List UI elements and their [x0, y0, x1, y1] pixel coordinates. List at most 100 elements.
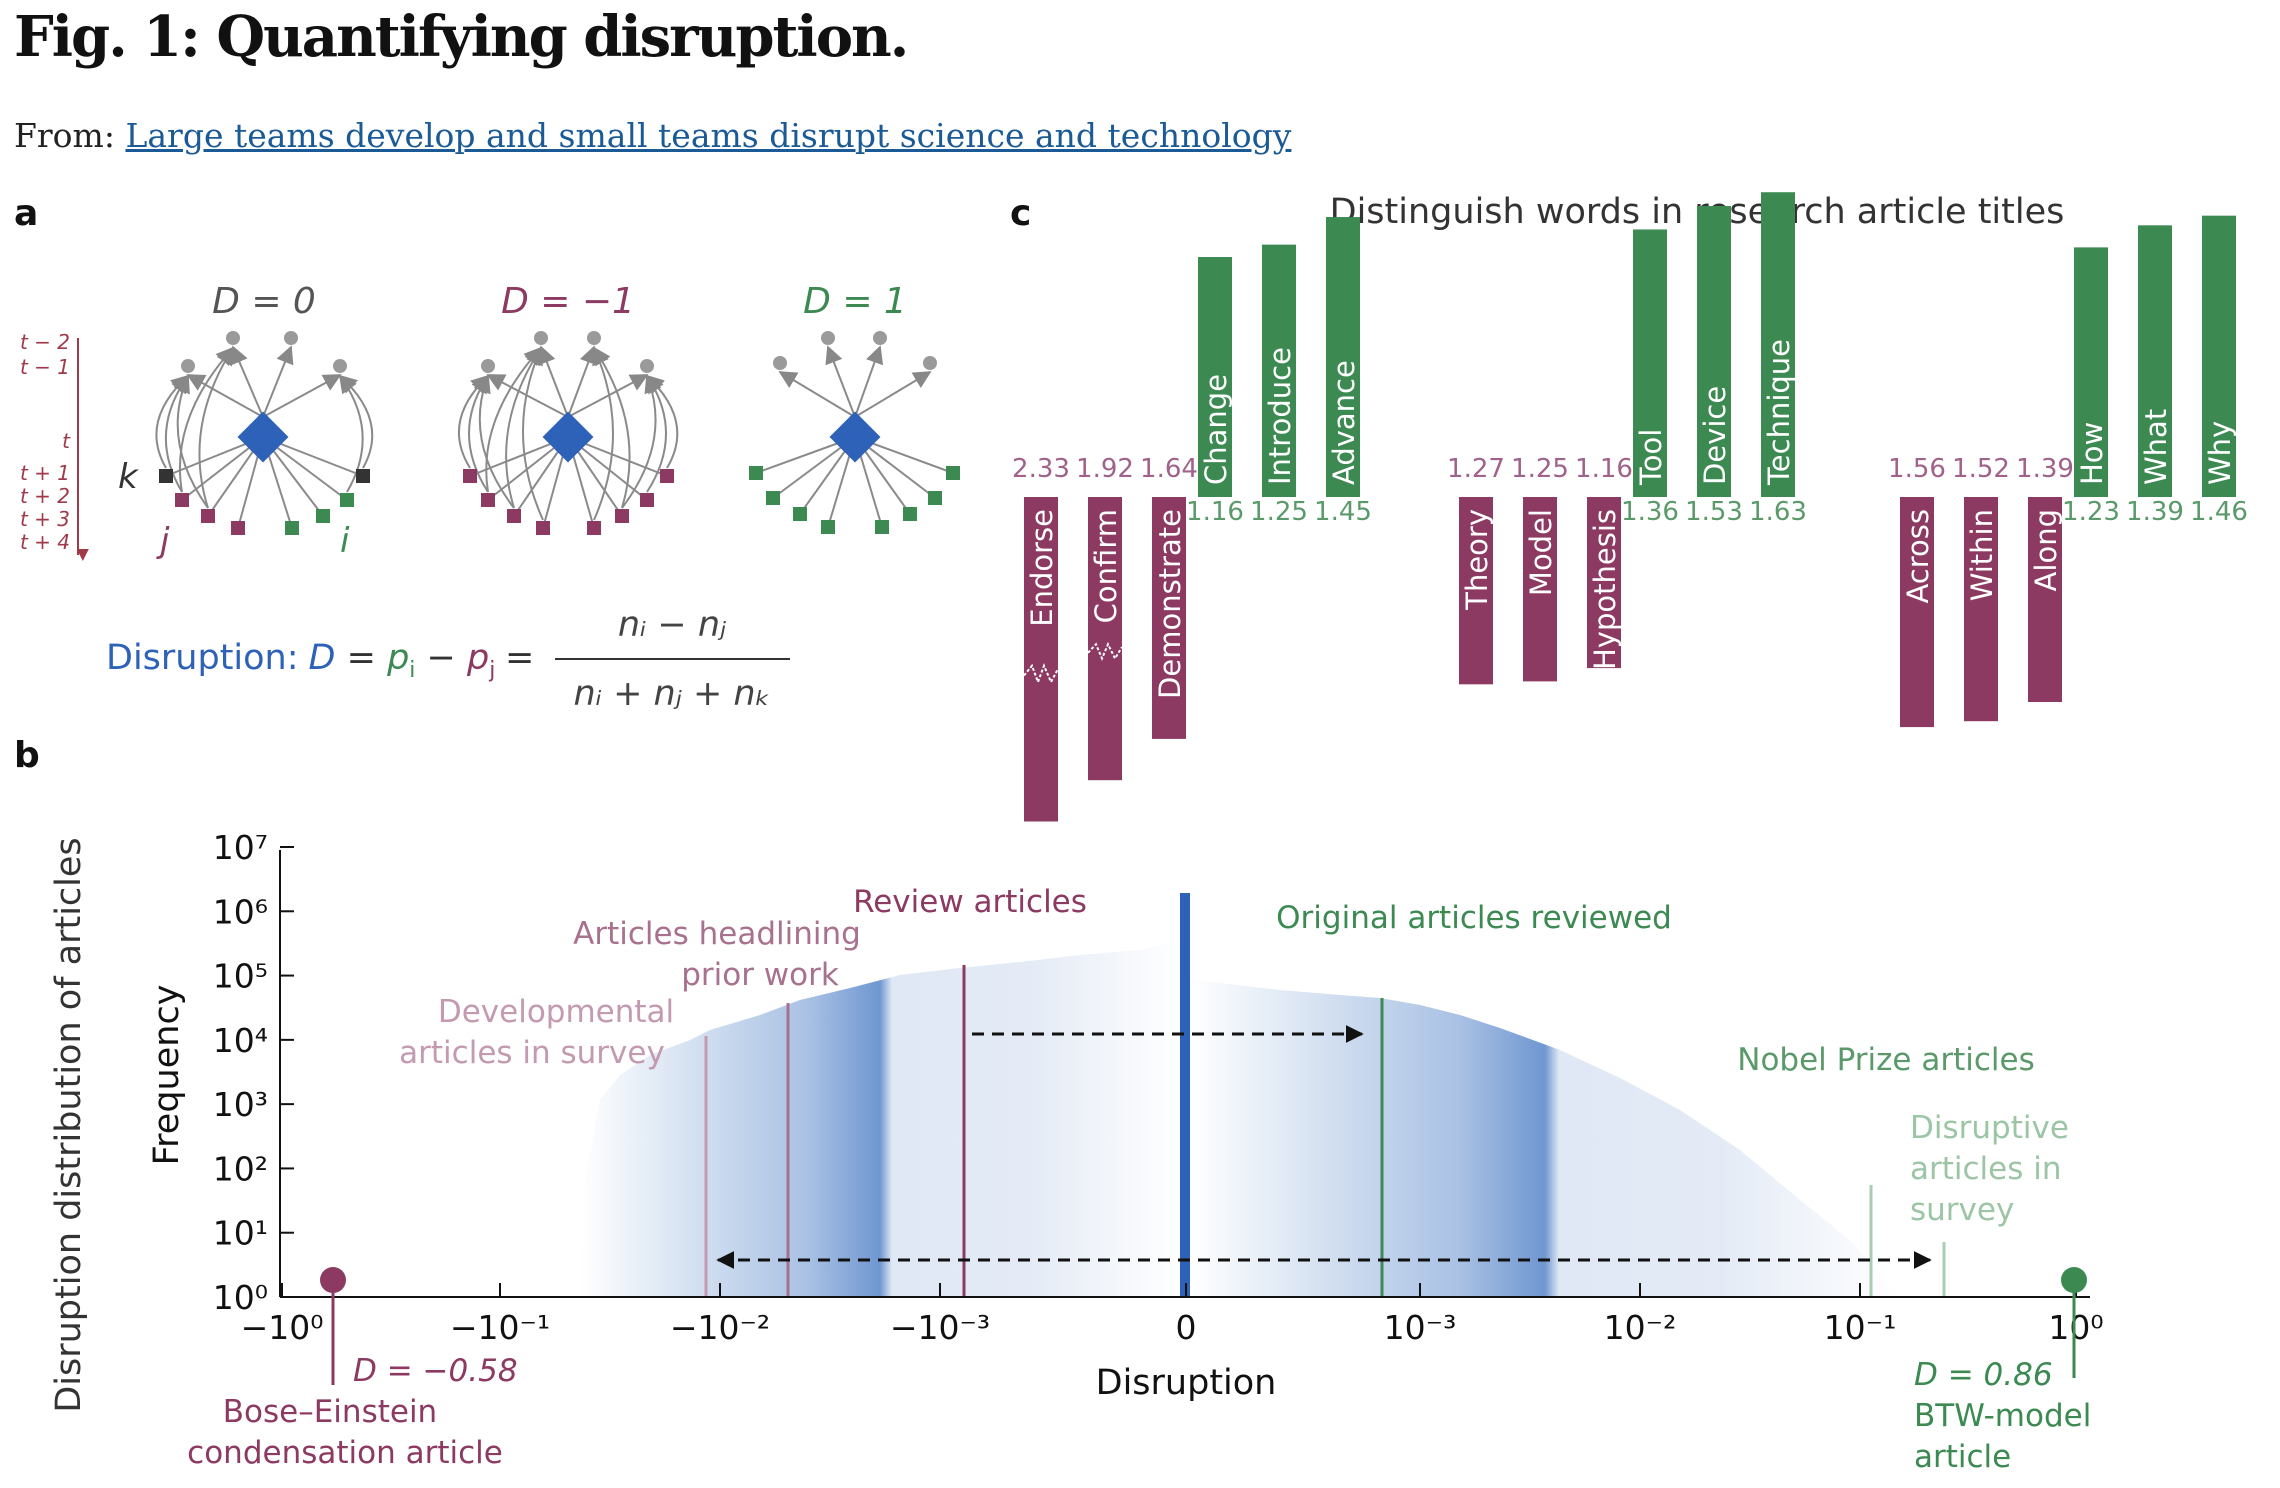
bar-value-label: 1.45: [1314, 497, 1372, 527]
bar-value-label: 1.64: [1140, 454, 1198, 484]
reference-node: [821, 520, 835, 534]
citing-paper-node: [587, 331, 601, 345]
diagram-label-d1: D = 1: [803, 281, 907, 322]
x-axis-title: Disruption: [1096, 1363, 1277, 1403]
citation-arc: [621, 374, 662, 509]
y-tick-label: 10⁴: [213, 1021, 268, 1060]
word-label: Why: [2203, 421, 2237, 485]
word-bar-purple: [1088, 497, 1122, 781]
word-bar-purple: [1587, 497, 1621, 669]
reference-node: [159, 469, 173, 483]
word-bar-purple: [1900, 497, 1934, 728]
disruptive-label: articles in: [1910, 1151, 2062, 1187]
citing-edge: [262, 345, 294, 418]
focal-paper-node: [542, 411, 594, 463]
formula-equals: =: [505, 638, 534, 678]
k-label: k: [118, 457, 139, 497]
bar-value-label: 1.56: [1888, 454, 1946, 484]
reference-node: [946, 466, 960, 480]
bar-value-label: 1.36: [1621, 497, 1679, 527]
formula-numerator: nᵢ − nⱼ: [618, 605, 726, 645]
word-bar-green: [1326, 217, 1360, 498]
outer-y-label: Disruption distribution of articles: [49, 837, 89, 1412]
time-label: t: [62, 429, 71, 453]
citing-paper-node: [333, 359, 347, 373]
axis-break: [1087, 641, 1123, 661]
word-label: Model: [1524, 509, 1558, 596]
distribution-left-area: [580, 938, 1180, 1297]
word-bar-purple: [2028, 497, 2062, 703]
bar-value-label: 1.52: [1952, 454, 2010, 484]
x-tick-label: −10⁻²: [670, 1308, 770, 1347]
word-label: Endorse: [1025, 509, 1059, 627]
x-tick-label: 10⁰: [2048, 1308, 2103, 1347]
reference-node: [463, 469, 477, 483]
x-tick-label: 0: [1176, 1308, 1197, 1347]
citation-arc: [473, 374, 515, 509]
headlining-label: Articles headlining: [573, 916, 861, 952]
disruption-formula: Disruption: D = pi − pj = nᵢ − nⱼ nᵢ + nⱼ…: [106, 605, 790, 714]
reference-node: [285, 521, 299, 535]
x-tick-label: 10⁻¹: [1824, 1308, 1897, 1347]
word-label: Introduce: [1263, 347, 1297, 485]
citation-diagram: [155, 331, 374, 535]
formula-denominator: nᵢ + nⱼ + nₖ: [574, 674, 771, 714]
word-label: Along: [2029, 509, 2063, 591]
y-axis-title: Frequency: [147, 985, 187, 1166]
citing-edge: [825, 345, 856, 418]
citing-edge: [231, 345, 264, 418]
btw-label: article: [1914, 1439, 2011, 1475]
word-label: Within: [1965, 509, 1999, 601]
panel-b-label: b: [14, 735, 40, 776]
diagram-label-dneg1: D = −1: [501, 281, 635, 322]
bar-value-label: 1.53: [1685, 497, 1743, 527]
time-label: t − 2: [20, 330, 70, 354]
time-label: t − 1: [20, 355, 70, 379]
citation-arc: [592, 346, 614, 521]
time-label: t + 2: [20, 484, 70, 508]
citation-arc: [505, 346, 542, 509]
time-label: t + 4: [20, 530, 70, 554]
bose-label: Bose–Einstein: [223, 1394, 437, 1430]
word-label: Technique: [1762, 339, 1796, 486]
citing-edge: [567, 374, 649, 418]
word-bar-green: [1697, 206, 1731, 497]
reference-node: [903, 507, 917, 521]
word-label: Hypothesis: [1588, 509, 1622, 670]
word-bar-purple: [1152, 497, 1186, 739]
developmental-label: articles in survey: [399, 1035, 665, 1071]
bar-value-label: 1.25: [1511, 454, 1569, 484]
bar-value-label: 1.27: [1447, 454, 1505, 484]
word-label: Device: [1698, 386, 1732, 485]
reference-node: [340, 493, 354, 507]
citation-arc: [173, 374, 209, 509]
x-tick-label: −10⁰: [241, 1308, 324, 1347]
bar-value-label: 1.63: [1749, 497, 1807, 527]
x-tick-label: −10⁻³: [890, 1308, 990, 1347]
bose-d-label: D = −0.58: [353, 1353, 518, 1389]
nobel-label: Nobel Prize articles: [1737, 1042, 2034, 1078]
bar-value-label: 1.39: [2126, 497, 2184, 527]
y-tick-label: 10³: [213, 1085, 268, 1124]
word-label: Across: [1901, 509, 1935, 604]
bar-value-label: 1.25: [1250, 497, 1308, 527]
word-bar-green: [1262, 244, 1296, 497]
citation-diagram: [457, 331, 679, 535]
diagram-label-d0: D = 0: [212, 281, 316, 322]
citation-arc: [522, 346, 544, 521]
word-bar-purple: [1459, 497, 1493, 685]
word-label: Theory: [1460, 509, 1494, 611]
bar-value-label: 2.33: [1012, 454, 1070, 484]
x-tick-label: 10⁻²: [1604, 1308, 1677, 1347]
headlining-label: prior work: [681, 957, 839, 993]
y-tick-label: 10⁵: [213, 957, 268, 996]
figure-title: Fig. 1: Quantifying disruption.: [14, 4, 909, 70]
zero-spike: [1180, 893, 1190, 1297]
word-label: Demonstrate: [1153, 509, 1187, 699]
article-link[interactable]: Large teams develop and small teams disr…: [125, 116, 1292, 155]
citing-paper-node: [481, 359, 495, 373]
reference-node: [660, 469, 674, 483]
citing-edge: [186, 374, 264, 418]
axis-ticks: −10⁰ −10⁻¹ −10⁻² −10⁻³ 0 10⁻³ 10⁻² 10⁻¹ 10⁰ 10⁰ 10…: [213, 828, 2104, 1347]
reference-node: [928, 491, 942, 505]
